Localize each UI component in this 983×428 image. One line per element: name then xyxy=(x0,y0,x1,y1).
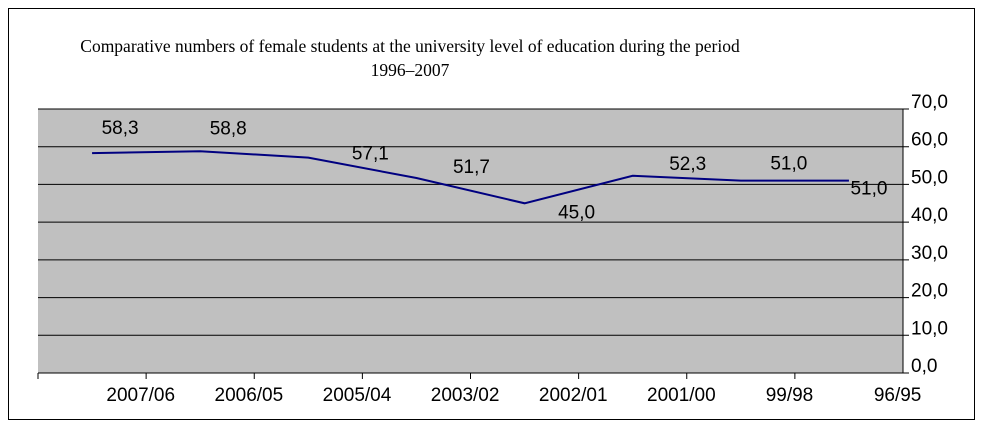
line-series xyxy=(92,150,849,205)
x-tick-label: 99/98 xyxy=(766,385,814,406)
plot-area xyxy=(38,109,903,373)
data-label: 51,7 xyxy=(453,157,490,178)
x-tick-label: 96/95 xyxy=(874,385,922,406)
x-tick-label: 2006/05 xyxy=(215,385,284,406)
x-tick-label: 2003/02 xyxy=(431,385,500,406)
y-tick-label: 0,0 xyxy=(911,356,937,377)
x-tick-label: 2005/04 xyxy=(323,385,392,406)
data-label: 45,0 xyxy=(558,202,595,223)
y-tick-label: 70,0 xyxy=(911,92,948,113)
data-label: 58,8 xyxy=(210,118,247,139)
y-tick-label: 30,0 xyxy=(911,243,948,264)
x-tick-label: 2002/01 xyxy=(539,385,608,406)
y-tick-label: 20,0 xyxy=(911,281,948,302)
y-tick-label: 50,0 xyxy=(911,167,948,188)
data-label: 57,1 xyxy=(352,144,389,165)
y-tick-label: 40,0 xyxy=(911,205,948,226)
y-tick-label: 10,0 xyxy=(911,318,948,339)
data-label: 58,3 xyxy=(102,118,139,139)
y-tick-label: 60,0 xyxy=(911,130,948,151)
x-tick-label: 2001/00 xyxy=(647,385,716,406)
data-label: 51,0 xyxy=(850,179,887,200)
data-label: 52,3 xyxy=(669,154,706,175)
data-label: 51,0 xyxy=(770,154,807,175)
chart-title: Comparative numbers of female students a… xyxy=(80,36,740,80)
x-tick-label: 2007/06 xyxy=(106,385,175,406)
